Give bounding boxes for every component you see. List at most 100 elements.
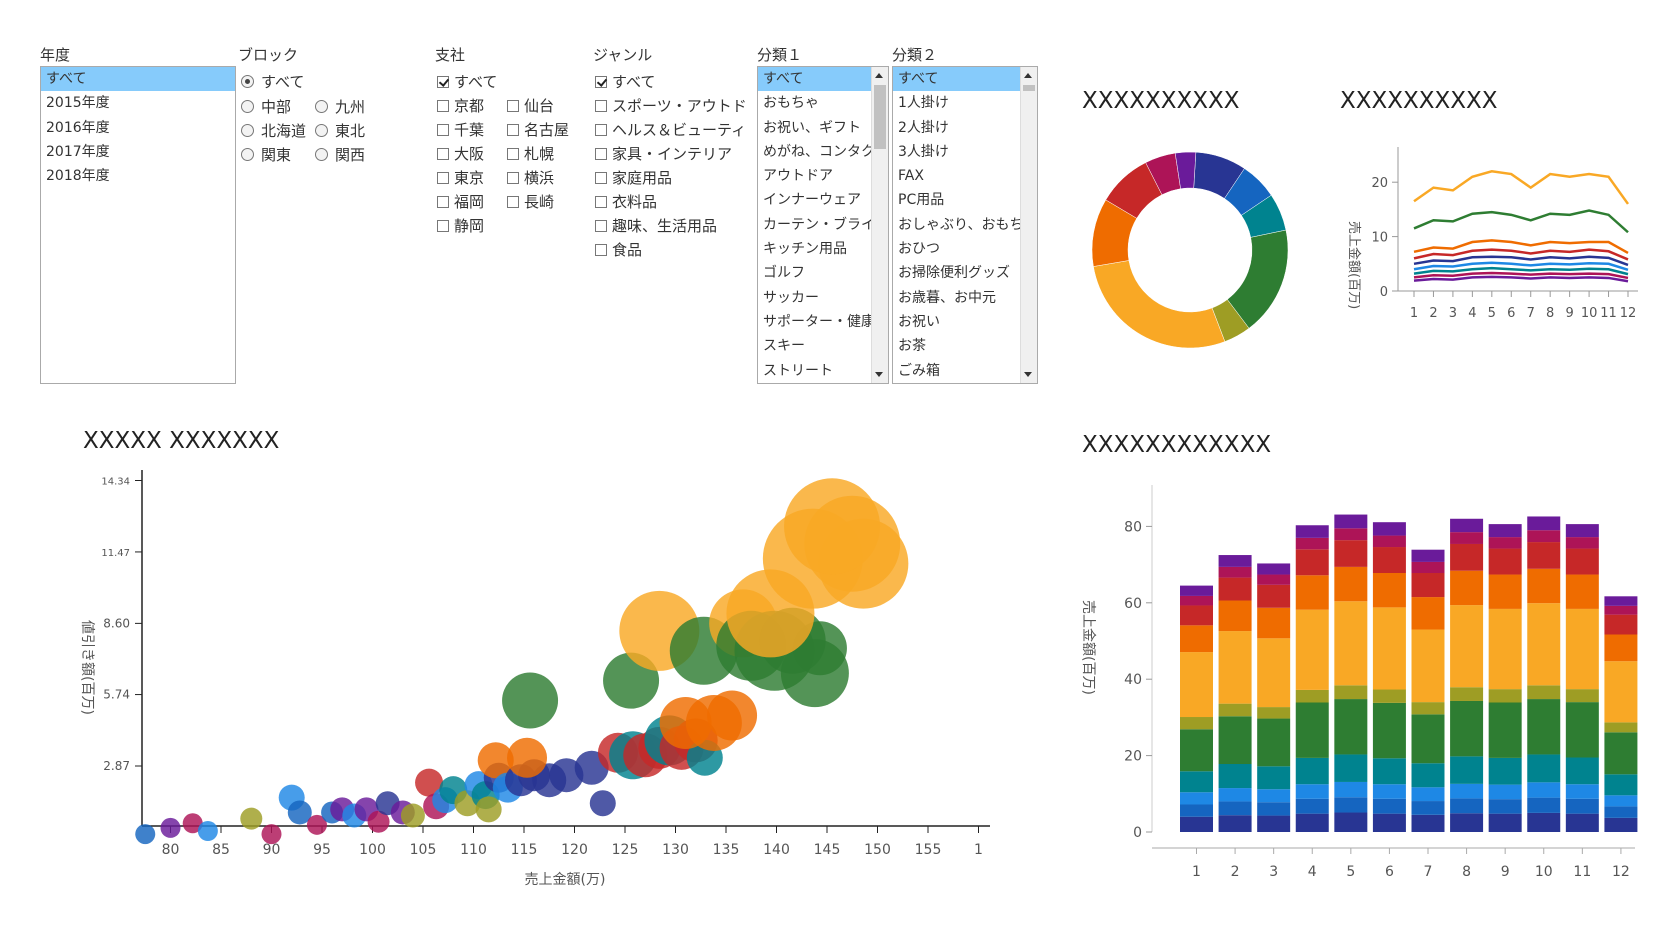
x-tick-label: 105 xyxy=(410,842,437,858)
checkbox-label: 東京 xyxy=(454,169,485,187)
stacked-bar-segment xyxy=(1218,801,1252,816)
branch-checkbox[interactable]: 京都 xyxy=(437,95,484,117)
stacked-bar-segment xyxy=(1527,603,1561,686)
cat2-option[interactable]: PC用品 xyxy=(898,192,945,209)
cat1-option[interactable]: お祝い、ギフト xyxy=(763,119,861,136)
x-tick-label: 4 xyxy=(1308,864,1317,880)
cat1-option[interactable]: おもちゃ xyxy=(763,95,819,112)
cat1-option[interactable]: めがね、コンタク xyxy=(763,143,871,160)
genre-checkbox[interactable]: 衣料品 xyxy=(595,191,657,213)
genre-checkbox[interactable]: ヘルス＆ビューティ xyxy=(595,119,746,141)
branch-checkbox[interactable]: 仙台 xyxy=(507,95,554,117)
stacked-bar-segment xyxy=(1334,812,1368,832)
branch-checkbox[interactable]: 大阪 xyxy=(437,143,484,165)
cat2-option[interactable]: お茶 xyxy=(898,338,926,355)
stacked-bar-segment xyxy=(1565,784,1599,799)
cat2-listbox[interactable]: すべて 1人掛け 2人掛け 3人掛け FAX PC用品 おしゃぶり、おもち おひ… xyxy=(892,66,1038,384)
cat1-option[interactable]: アウトドア xyxy=(763,168,833,185)
genre-checkbox[interactable]: 食品 xyxy=(595,239,642,261)
cat1-option[interactable]: サポーター・健康 xyxy=(763,313,871,330)
cat1-option[interactable]: インナーウェア xyxy=(763,192,861,209)
branch-checkbox[interactable]: 千葉 xyxy=(437,119,484,141)
cat1-option[interactable]: カーテン・ブライ xyxy=(763,216,871,233)
block-radio[interactable]: 九州 xyxy=(315,96,365,118)
branch-checkbox[interactable]: 静岡 xyxy=(437,215,484,237)
genre-checkbox[interactable]: 家具・インテリア xyxy=(595,143,732,165)
branch-checkbox[interactable]: 東京 xyxy=(437,167,484,189)
year-option[interactable]: 2016年度 xyxy=(46,119,110,136)
stacked-bar-segment xyxy=(1180,625,1213,653)
year-option[interactable]: すべて xyxy=(41,67,235,92)
series-line xyxy=(1413,170,1630,205)
cat2-option[interactable]: お歳暮、お中元 xyxy=(898,289,996,306)
cat2-option[interactable]: お掃除便利グッズ xyxy=(898,265,1010,282)
scroll-up-icon[interactable] xyxy=(875,73,883,78)
branch-checkbox[interactable]: 名古屋 xyxy=(507,119,569,141)
x-tick-label: 90 xyxy=(263,842,281,858)
year-option[interactable]: 2017年度 xyxy=(46,143,110,160)
cat2-option[interactable]: FAX xyxy=(898,168,924,185)
scroll-up-icon[interactable] xyxy=(1024,73,1032,78)
x-tick-label: 120 xyxy=(561,842,588,858)
cat1-option[interactable]: スキー xyxy=(763,338,805,355)
stacked-bar-segment xyxy=(1334,514,1368,529)
cat2-option[interactable]: 3人掛け xyxy=(898,143,949,160)
line-chart-title: XXXXXXXXXX xyxy=(1340,88,1498,114)
cat1-option[interactable]: ゴルフ xyxy=(763,265,805,282)
scroll-down-icon[interactable] xyxy=(875,372,883,377)
y-tick-label: 40 xyxy=(1124,672,1142,688)
cat1-option[interactable]: キッチン用品 xyxy=(763,241,847,258)
genre-checkbox[interactable]: スポーツ・アウトド xyxy=(595,95,747,117)
stacked-bar-segment xyxy=(1295,549,1329,576)
scroll-down-icon[interactable] xyxy=(1024,372,1032,377)
block-radio[interactable]: 関東 xyxy=(241,144,291,166)
branch-checkbox[interactable]: 札幌 xyxy=(507,143,554,165)
stacked-bar-segment xyxy=(1527,782,1561,798)
cat1-scrollbar[interactable] xyxy=(871,67,888,383)
scroll-thumb[interactable] xyxy=(874,85,886,149)
block-radio[interactable]: 中部 xyxy=(241,96,291,118)
stacked-bar-segment xyxy=(1604,795,1638,807)
cat2-scrollbar[interactable] xyxy=(1020,67,1037,383)
block-radio[interactable]: 東北 xyxy=(315,120,365,142)
cat2-option[interactable]: 1人掛け xyxy=(898,95,949,112)
stacked-bar-segment xyxy=(1527,754,1561,783)
year-option[interactable]: 2018年度 xyxy=(46,168,110,185)
stacked-bar-segment xyxy=(1218,764,1252,789)
cat2-option[interactable]: ごみ箱 xyxy=(898,362,940,379)
cat2-option[interactable]: おひつ xyxy=(898,241,940,258)
branch-checkbox-all[interactable]: すべて xyxy=(437,71,497,93)
x-tick-label: 12 xyxy=(1612,864,1630,880)
branch-checkbox[interactable]: 横浜 xyxy=(507,167,554,189)
cat1-option[interactable]: ストリート xyxy=(763,362,833,379)
year-listbox[interactable]: すべて 2015年度 2016年度 2017年度 2018年度 xyxy=(40,66,236,384)
cat1-listbox[interactable]: すべて おもちゃ お祝い、ギフト めがね、コンタク アウトドア インナーウェア … xyxy=(757,66,889,384)
cat2-option[interactable]: 2人掛け xyxy=(898,119,949,136)
block-radio-all[interactable]: すべて xyxy=(241,71,304,93)
stacked-bar-segment xyxy=(1334,754,1368,782)
block-radio[interactable]: 北海道 xyxy=(241,120,306,142)
y-tick-label: 5.74 xyxy=(103,688,130,702)
genre-checkbox[interactable]: 趣味、生活用品 xyxy=(595,215,717,237)
branch-checkbox[interactable]: 福岡 xyxy=(437,191,484,213)
genre-checkbox[interactable]: 家庭用品 xyxy=(595,167,672,189)
cat1-option[interactable]: すべて xyxy=(758,67,871,92)
stacked-bar-segment xyxy=(1257,563,1291,575)
scroll-thumb[interactable] xyxy=(1023,85,1035,91)
radio-label: 九州 xyxy=(335,98,366,116)
genre-checkbox-all[interactable]: すべて xyxy=(595,71,655,93)
cat2-option[interactable]: おしゃぶり、おもち xyxy=(898,216,1020,233)
bubble-point xyxy=(400,803,425,828)
cat1-option[interactable]: サッカー xyxy=(763,289,819,306)
cat2-option[interactable]: すべて xyxy=(893,67,1020,92)
stacked-bar-segment xyxy=(1372,689,1406,703)
branch-checkbox[interactable]: 長崎 xyxy=(507,191,554,213)
stacked-bar-segment xyxy=(1372,813,1406,832)
year-option[interactable]: 2015年度 xyxy=(46,95,110,112)
radio-icon xyxy=(315,124,328,137)
donut-chart xyxy=(1091,151,1289,349)
cat2-option[interactable]: お祝い xyxy=(898,313,940,330)
checkbox-icon xyxy=(507,124,519,136)
block-radio[interactable]: 関西 xyxy=(315,144,365,166)
bubble-point xyxy=(415,768,444,797)
